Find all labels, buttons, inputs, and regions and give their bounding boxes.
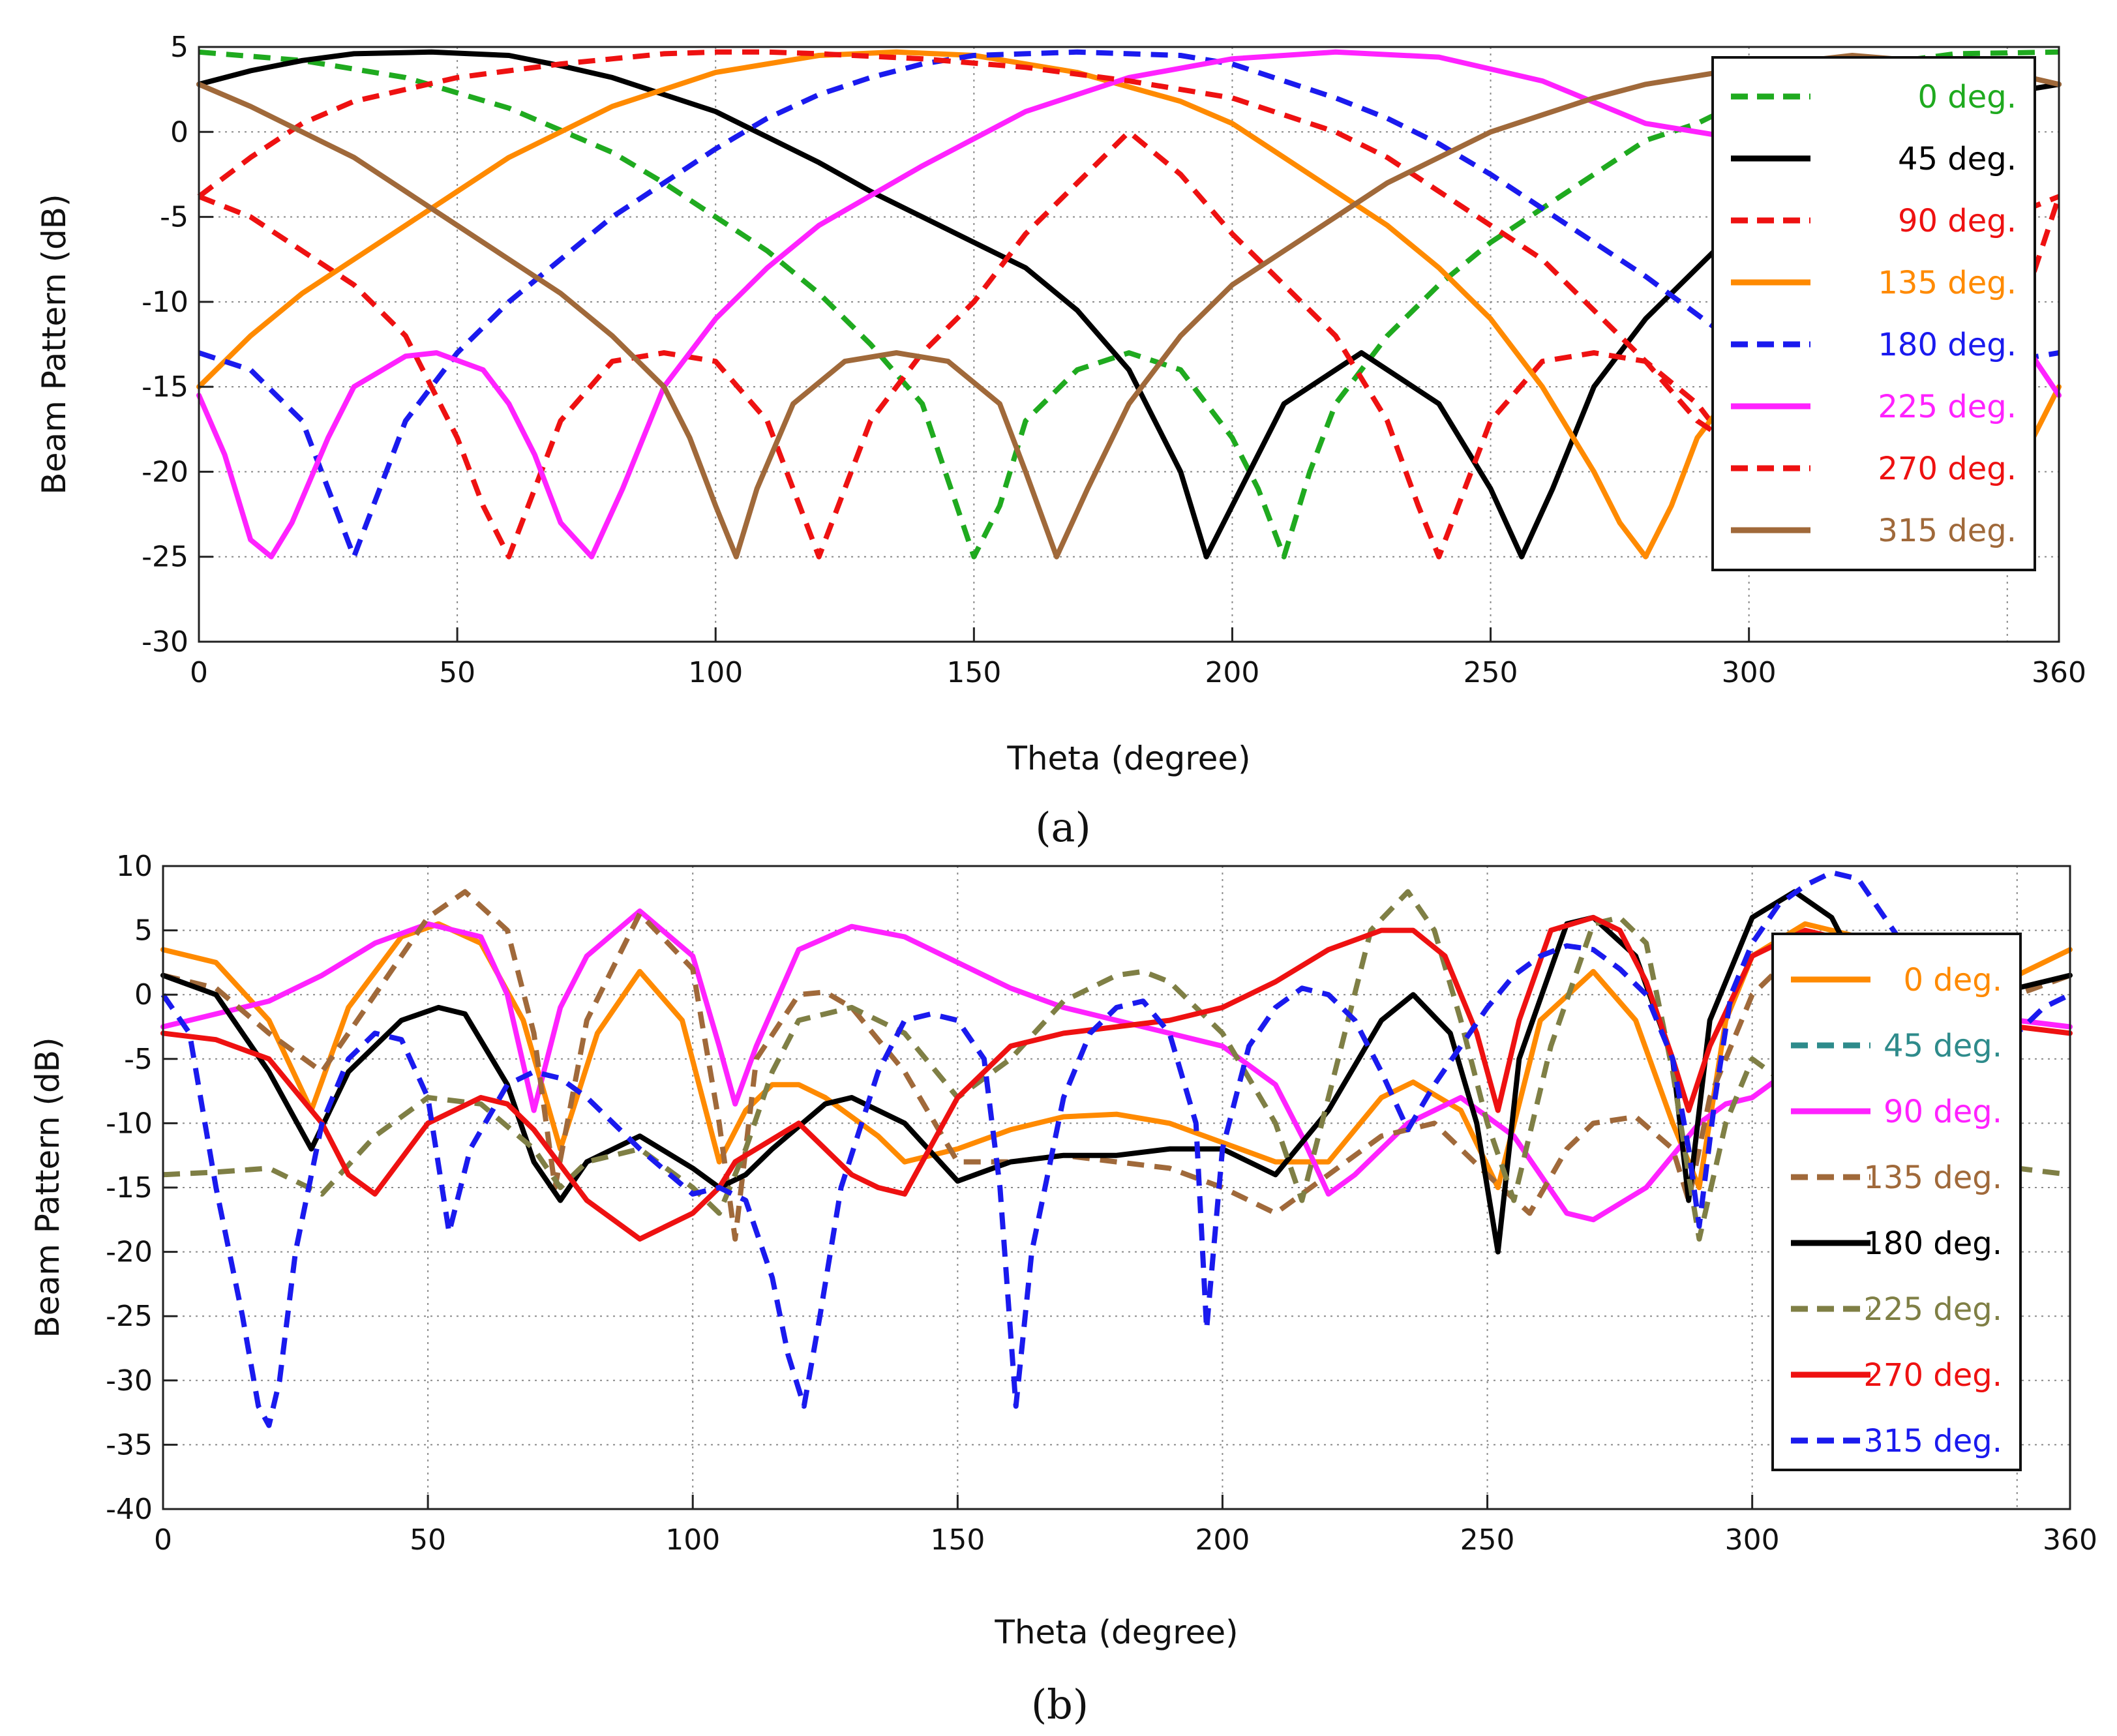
chart-b-y-tick-label: 5 bbox=[134, 914, 153, 948]
chart-b-x-tick-label: 250 bbox=[1460, 1523, 1515, 1557]
chart-b-y-tick-label: -15 bbox=[106, 1171, 153, 1205]
chart-b-series-line bbox=[162, 889, 2071, 1242]
chart-a-legend-label: 225 deg. bbox=[1878, 389, 2017, 425]
chart-b-legend-box bbox=[1771, 933, 2022, 1471]
chart-b-legend-label: 270 deg. bbox=[1863, 1357, 2002, 1394]
chart-b-y-axis-label: Beam Pattern (dB) bbox=[29, 1037, 67, 1338]
chart-a-x-tick-label: 360 bbox=[2032, 656, 2086, 689]
chart-b-legend: 0 deg. 45 deg. 90 deg. 135 deg. 180 deg. 225 … bbox=[1771, 933, 2022, 1471]
chart-a-y-tick-label: -30 bbox=[142, 625, 188, 659]
chart-a-x-tick-label: 150 bbox=[946, 656, 1001, 689]
chart-b-legend-label: 0 deg. bbox=[1903, 962, 2002, 998]
chart-b-ticks: 0 50 100 150 200 250 300 3601050-5-10-15-20-25-… bbox=[106, 850, 2097, 1557]
chart-a-x-tick-label: 300 bbox=[1722, 656, 1777, 689]
chart-b-x-tick-label: 100 bbox=[665, 1523, 720, 1557]
chart-a-x-axis-label: Theta (degree) bbox=[1006, 740, 1250, 777]
chart-b-y-tick-label: 0 bbox=[134, 978, 153, 1011]
chart-a-x-tick-label: 200 bbox=[1205, 656, 1259, 689]
chart-b-series-line bbox=[160, 869, 2071, 1428]
chart-a-y-tick-label: -15 bbox=[142, 370, 188, 404]
chart-a-series-line bbox=[196, 49, 2062, 560]
figure-caption-b: (b) bbox=[1031, 1681, 1089, 1728]
chart-a-series-line bbox=[198, 49, 2060, 560]
chart-a-series bbox=[196, 49, 2062, 560]
chart-a-y-axis-label: Beam Pattern (dB) bbox=[35, 194, 73, 494]
chart-a-legend-label: 0 deg. bbox=[1917, 79, 2017, 115]
chart-b-y-tick-label: -10 bbox=[106, 1107, 153, 1140]
chart-b-series bbox=[160, 869, 2073, 1428]
chart-b-series-line bbox=[160, 908, 2073, 1223]
chart-b-y-tick-label: -35 bbox=[106, 1428, 153, 1461]
chart-b-x-tick-label: 360 bbox=[2043, 1523, 2097, 1557]
chart-b-legend-label: 45 deg. bbox=[1884, 1028, 2002, 1064]
chart-a-legend: 0 deg. 45 deg. 90 deg. 135 deg. 180 deg. 225 … bbox=[1711, 56, 2036, 571]
chart-b-series-line bbox=[160, 914, 2073, 1242]
chart-b-x-tick-label: 300 bbox=[1725, 1523, 1780, 1557]
chart-b-x-axis-label: Theta (degree) bbox=[994, 1613, 1238, 1651]
chart-b-legend-label: 135 deg. bbox=[1863, 1160, 2002, 1196]
chart-a-x-tick-label: 0 bbox=[190, 656, 208, 689]
chart-a-y-tick-label: 0 bbox=[170, 115, 188, 149]
chart-b-x-tick-label: 0 bbox=[154, 1523, 172, 1557]
chart-b-y-tick-label: -40 bbox=[106, 1493, 153, 1526]
chart-a-series-line bbox=[198, 49, 2060, 560]
chart-b-x-tick-label: 150 bbox=[930, 1523, 985, 1557]
chart-a-legend-label: 45 deg. bbox=[1898, 141, 2017, 177]
chart-a-y-tick-label: -20 bbox=[142, 455, 188, 488]
chart-a-series-line bbox=[196, 53, 2062, 560]
chart-b-y-tick-label: -5 bbox=[124, 1043, 153, 1076]
chart-a-x-tick-label: 50 bbox=[439, 656, 475, 689]
chart-b-y-tick-label: -25 bbox=[106, 1300, 153, 1333]
chart-a-x-tick-label: 100 bbox=[688, 656, 743, 689]
chart-b-y-tick-label: -30 bbox=[106, 1364, 153, 1398]
chart-a-y-tick-label: 5 bbox=[170, 31, 188, 64]
chart-a-legend-box bbox=[1711, 56, 2036, 571]
figure-caption-a: (a) bbox=[1035, 803, 1090, 851]
chart-a-series-line bbox=[198, 129, 2060, 560]
chart-a-y-tick-label: -25 bbox=[142, 541, 188, 574]
chart-a-y-tick-label: -10 bbox=[142, 286, 188, 319]
chart-b-legend-label: 180 deg. bbox=[1863, 1225, 2002, 1262]
chart-a-y-tick-label: -5 bbox=[160, 201, 188, 234]
chart-a-legend-label: 90 deg. bbox=[1898, 203, 2017, 239]
chart-b-legend-label: 225 deg. bbox=[1863, 1291, 2002, 1328]
chart-b-y-tick-label: 10 bbox=[116, 850, 153, 883]
chart-a-legend-label: 315 deg. bbox=[1878, 513, 2017, 549]
chart-b-y-tick-label: -20 bbox=[106, 1236, 153, 1269]
chart-panel-a: 0 50 100 150 200 250 300 36050-5-10-15-20-25-30… bbox=[35, 31, 2086, 851]
chart-b-series-line bbox=[160, 889, 2073, 1255]
chart-a-legend-label: 135 deg. bbox=[1878, 265, 2017, 301]
chart-b-legend-label: 90 deg. bbox=[1884, 1094, 2002, 1130]
chart-a-plot-frame bbox=[198, 46, 2060, 643]
chart-a-series-line bbox=[196, 49, 2062, 560]
chart-panel-b: 0 50 100 150 200 250 300 3601050-5-10-15-20-25-… bbox=[29, 850, 2097, 1728]
chart-a-legend-label: 270 deg. bbox=[1878, 451, 2017, 487]
chart-b-legend-label: 315 deg. bbox=[1863, 1423, 2002, 1459]
chart-a-legend-label: 180 deg. bbox=[1878, 327, 2017, 363]
chart-b-series-line bbox=[162, 889, 2071, 1242]
chart-a-x-tick-label: 250 bbox=[1464, 656, 1518, 689]
chart-b-x-tick-label: 200 bbox=[1195, 1523, 1250, 1557]
chart-b-x-tick-label: 50 bbox=[410, 1523, 446, 1557]
